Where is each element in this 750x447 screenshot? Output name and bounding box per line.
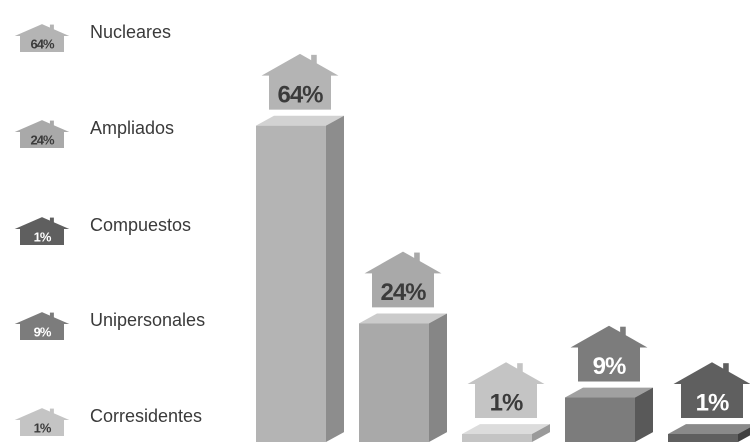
legend-house-icon: 24% bbox=[14, 120, 70, 148]
house-icon: 24% bbox=[14, 120, 70, 148]
legend-item-nucleares: 64% Nucleares bbox=[8, 12, 238, 60]
value-label: 64% bbox=[30, 37, 54, 52]
bar-front-face bbox=[256, 125, 326, 443]
bar-nucleares bbox=[256, 115, 344, 443]
bar-front-face bbox=[668, 434, 738, 442]
value-label-house-ampliados: 24% bbox=[364, 251, 442, 308]
chimney-shape bbox=[311, 54, 317, 67]
chimney-shape bbox=[517, 363, 523, 376]
roof-shape bbox=[14, 24, 70, 36]
legend-label: Nucleares bbox=[90, 22, 172, 42]
bar-side-face bbox=[326, 115, 344, 442]
legend-house-icon: 9% bbox=[14, 312, 70, 340]
value-label-house-corresidentes: 1% bbox=[467, 362, 545, 418]
roof-shape bbox=[14, 217, 70, 229]
value-label: 9% bbox=[593, 353, 626, 380]
roof-shape bbox=[14, 312, 70, 324]
legend-item-corresidentes: 1% Corresidentes bbox=[8, 396, 238, 444]
chimney-shape bbox=[49, 120, 54, 127]
bar-top-face bbox=[359, 313, 447, 324]
value-label: 24% bbox=[30, 133, 54, 148]
house-icon: 1% bbox=[14, 408, 70, 436]
value-label: 1% bbox=[34, 421, 52, 436]
value-label-house-nucleares: 64% bbox=[261, 53, 339, 110]
chimney-shape bbox=[414, 252, 420, 265]
bar-ampliados bbox=[359, 313, 447, 442]
legend-label: Corresidentes bbox=[90, 406, 203, 426]
value-label: 1% bbox=[696, 390, 729, 417]
chimney-shape bbox=[620, 326, 626, 339]
value-label-house-unipersonales: 9% bbox=[570, 325, 648, 382]
value-label-house-compuestos: 1% bbox=[673, 362, 750, 418]
house-body bbox=[20, 227, 64, 245]
roof-shape bbox=[14, 120, 70, 132]
house-body bbox=[681, 382, 743, 418]
legend-item-compuestos: 1% Compuestos bbox=[8, 205, 238, 253]
chimney-shape bbox=[49, 312, 54, 319]
bar-unipersonales bbox=[565, 387, 653, 442]
value-label: 64% bbox=[277, 81, 323, 108]
bar-side-face bbox=[635, 387, 653, 442]
house-body bbox=[20, 418, 64, 436]
roof-shape bbox=[364, 251, 442, 274]
bar-side-face bbox=[532, 424, 550, 442]
chimney-shape bbox=[49, 408, 54, 415]
bar-front-face bbox=[565, 397, 635, 442]
legend-house-icon: 64% bbox=[14, 24, 70, 52]
value-label: 1% bbox=[490, 390, 523, 417]
bar-front-face bbox=[462, 434, 532, 442]
chimney-shape bbox=[49, 24, 54, 31]
value-label: 1% bbox=[34, 230, 52, 245]
house-body bbox=[20, 130, 64, 148]
legend: 64% Nucleares 24% Ampliados 1% Compuestos 9% Un… bbox=[0, 0, 240, 447]
house-icon: 64% bbox=[14, 24, 70, 52]
bar-compuestos bbox=[668, 424, 750, 442]
legend-label: Ampliados bbox=[90, 118, 175, 138]
house-body bbox=[578, 345, 640, 382]
house-icon: 9% bbox=[14, 312, 70, 340]
bar-top-face bbox=[668, 424, 750, 434]
bar-top-face bbox=[462, 424, 550, 434]
house-icon: 1% bbox=[14, 217, 70, 245]
house-body bbox=[20, 34, 64, 52]
chimney-shape bbox=[723, 363, 729, 376]
bar-corresidentes bbox=[462, 424, 550, 442]
house-body bbox=[372, 271, 434, 308]
bar-side-face bbox=[429, 313, 447, 442]
roof-shape bbox=[570, 325, 648, 348]
bar-side-face bbox=[738, 427, 750, 442]
bar-front-face bbox=[359, 323, 429, 442]
legend-label: Compuestos bbox=[90, 215, 192, 235]
roof-shape bbox=[14, 408, 70, 420]
house-body bbox=[475, 382, 537, 418]
legend-house-icon: 1% bbox=[14, 408, 70, 436]
legend-item-ampliados: 24% Ampliados bbox=[8, 108, 238, 156]
bar-top-face bbox=[256, 115, 344, 126]
legend-house-icon: 1% bbox=[14, 217, 70, 245]
house-body bbox=[20, 322, 64, 340]
chimney-shape bbox=[49, 217, 54, 224]
bar-top-face bbox=[565, 387, 653, 398]
roof-shape bbox=[467, 362, 545, 384]
roof-shape bbox=[673, 362, 750, 384]
legend-label: Unipersonales bbox=[90, 310, 206, 330]
house-body bbox=[269, 73, 331, 110]
value-label: 9% bbox=[34, 325, 52, 340]
value-label: 24% bbox=[380, 279, 426, 306]
roof-shape bbox=[261, 53, 339, 76]
legend-item-unipersonales: 9% Unipersonales bbox=[8, 300, 238, 348]
